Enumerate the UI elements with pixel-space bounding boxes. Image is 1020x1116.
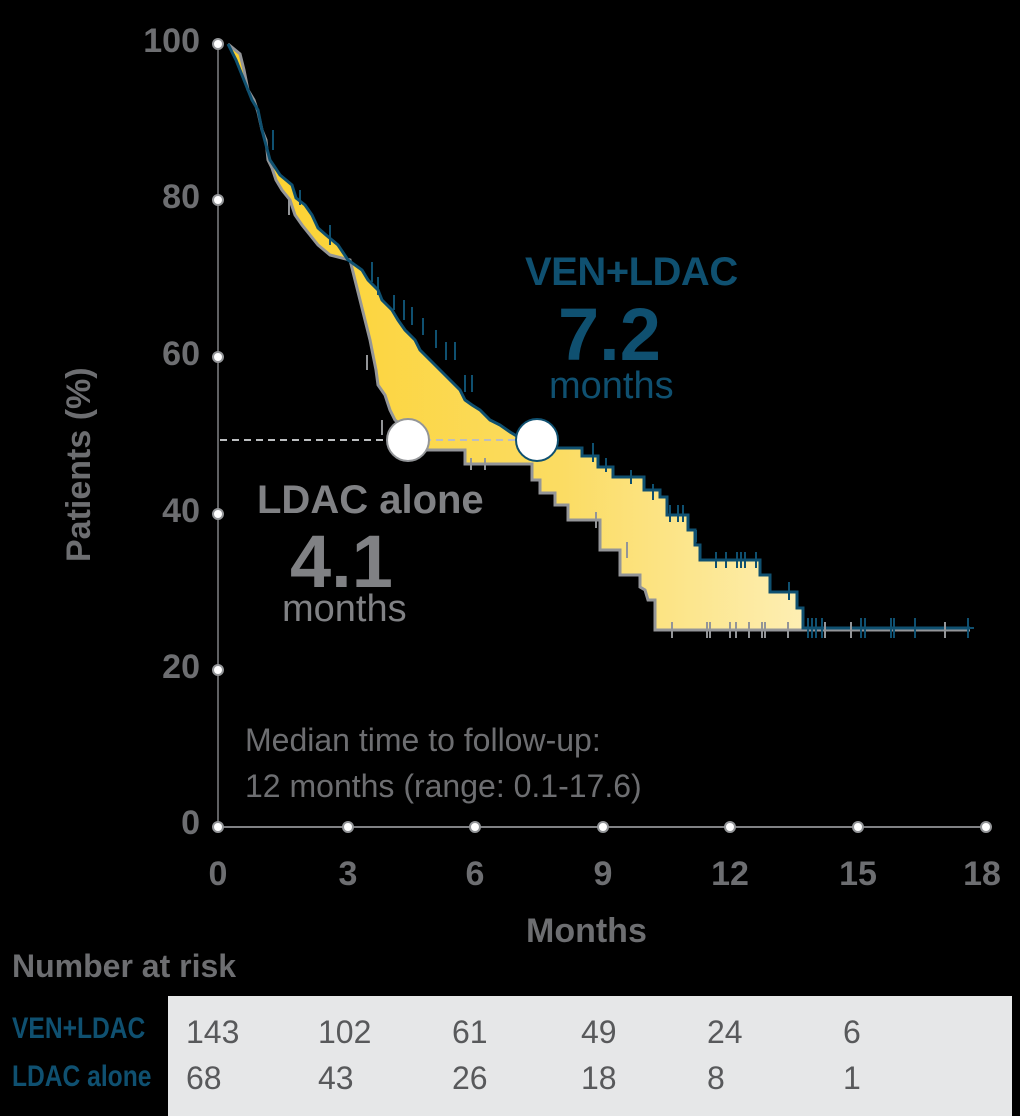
risk-ven-0: 143 [186, 1014, 240, 1050]
ldac-alone-median-unit: months [282, 588, 407, 630]
ldac-censor-marks [288, 200, 946, 638]
risk-table-title: Number at risk [12, 948, 237, 984]
risk-ven-6: 61 [452, 1014, 488, 1050]
x-tick-6: 6 [465, 855, 485, 893]
risk-ven-3: 102 [318, 1014, 372, 1050]
ldac-alone-median-value: 4.1 [290, 520, 393, 603]
y-tick-60: 60 [162, 335, 200, 373]
risk-row-label-ldac-alone: LDAC alone [12, 1060, 152, 1093]
followup-note-line1: Median time to follow-up: [245, 722, 601, 758]
x-tick-15: 15 [839, 855, 877, 893]
risk-ldac-0: 68 [186, 1060, 222, 1096]
x-tick-0: 0 [208, 855, 228, 893]
ven-ldac-median-value: 7.2 [558, 293, 661, 376]
ldac-alone-label: LDAC alone [257, 478, 484, 522]
ven-ldac-curve [226, 43, 970, 630]
x-tick-9: 9 [593, 855, 613, 893]
y-tick-20: 20 [162, 648, 200, 686]
y-tick-0: 0 [181, 804, 200, 842]
y-axis-label: Patients (%) [60, 367, 98, 562]
risk-ven-15: 6 [843, 1014, 861, 1050]
risk-table-background [168, 996, 1012, 1116]
risk-ldac-12: 8 [707, 1060, 725, 1096]
risk-row-label-ven-ldac: VEN+LDAC [12, 1012, 146, 1045]
x-tick-18: 18 [963, 855, 1001, 893]
y-tick-80: 80 [162, 178, 200, 216]
x-tick-12: 12 [711, 855, 749, 893]
x-tick-3: 3 [338, 855, 358, 893]
ven-ldac-label: VEN+LDAC [525, 250, 738, 294]
ven-median-marker [515, 418, 559, 462]
ven-ldac-median-unit: months [549, 365, 674, 407]
risk-ldac-6: 26 [452, 1060, 488, 1096]
y-tick-100: 100 [143, 22, 200, 60]
risk-ldac-15: 1 [843, 1060, 861, 1096]
y-tick-40: 40 [162, 492, 200, 530]
risk-ldac-9: 18 [581, 1060, 617, 1096]
x-axis-label: Months [526, 912, 647, 950]
risk-ven-9: 49 [581, 1014, 617, 1050]
x-tick-dots [212, 821, 992, 833]
risk-ldac-3: 43 [318, 1060, 354, 1096]
between-curves-fill [228, 44, 970, 630]
y-tick-dots [212, 38, 224, 676]
risk-ven-12: 24 [707, 1014, 743, 1050]
ldac-alone-curve [227, 42, 970, 632]
ldac-median-marker [386, 418, 430, 462]
followup-note-line2: 12 months (range: 0.1-17.6) [245, 768, 642, 804]
